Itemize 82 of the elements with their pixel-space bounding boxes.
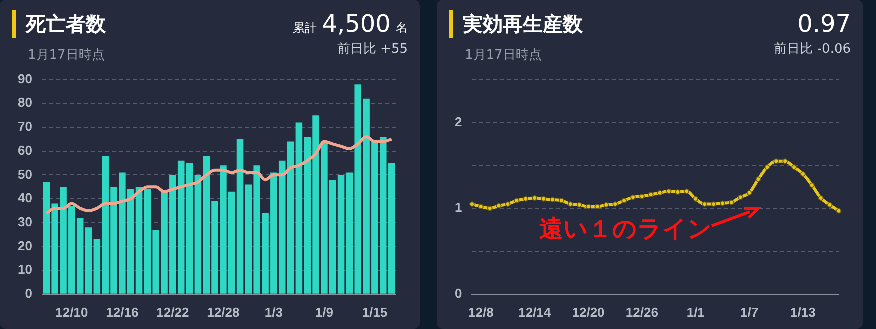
chart-title: 実効再生産数: [449, 10, 583, 38]
line-series: [45, 136, 394, 215]
y-tick-label: 1: [454, 200, 462, 216]
point: [594, 204, 600, 210]
point: [774, 158, 780, 164]
chart-title: 死亡者数: [12, 10, 106, 38]
x-tick-label: 12/16: [106, 304, 139, 320]
x-tick-label: 12/28: [207, 304, 240, 320]
text: 前日比 +55: [336, 41, 408, 58]
annotation: 遠い１のライン: [539, 216, 712, 243]
text: 0.97: [796, 9, 851, 40]
x-tick-label: 1/15: [362, 304, 388, 320]
y-tick-label: 90: [18, 71, 32, 86]
point: [639, 194, 645, 200]
point: [541, 196, 546, 202]
point: [675, 190, 681, 195]
point: [604, 202, 610, 208]
x-tick-label: 12/22: [156, 304, 190, 320]
point: [514, 198, 520, 204]
point: [693, 196, 699, 202]
point: [756, 176, 762, 182]
point: [630, 194, 636, 200]
x-tick-label: 1/1: [686, 304, 705, 320]
point: [568, 202, 574, 207]
chart-subtitle: 1月17日時点: [465, 47, 542, 64]
x-tick-label: 12/20: [572, 304, 605, 320]
bar: [85, 228, 92, 294]
point: [586, 204, 592, 210]
y-tick-label: 30: [18, 214, 32, 230]
bar: [136, 187, 143, 294]
x-tick-label: 1/9: [315, 304, 334, 320]
point: [666, 188, 672, 194]
x-tick-label: 1/13: [790, 304, 816, 320]
x-tick-label: 12/8: [468, 304, 494, 320]
point: [612, 202, 618, 207]
point: [728, 200, 734, 206]
point: [576, 202, 582, 208]
point: [782, 158, 788, 164]
y-tick-label: 70: [18, 119, 32, 134]
point: [532, 196, 538, 201]
y-tick-label: 0: [25, 286, 32, 301]
y-tick-label: 10: [18, 262, 32, 278]
x-tick-label: 1/3: [264, 304, 283, 320]
point: [470, 202, 475, 207]
point: [702, 202, 708, 207]
x-tick-label: 12/10: [56, 304, 88, 320]
x-tick-label: 12/26: [626, 304, 658, 320]
point: [657, 190, 663, 196]
point: [818, 196, 824, 201]
point: [720, 200, 726, 206]
bar: [186, 163, 194, 294]
point: [523, 196, 529, 202]
point: [496, 203, 502, 209]
point: [478, 204, 484, 210]
text: 前日比 -0.06: [774, 41, 851, 58]
x-tick-label: 1/7: [740, 304, 759, 320]
y-tick-label: 50: [18, 166, 32, 182]
chart-subtitle: 1月17日時点: [28, 47, 105, 64]
text: 累計 4,500 名: [293, 10, 408, 38]
point: [809, 182, 815, 188]
y-tick-label: 60: [18, 142, 32, 158]
point: [800, 172, 806, 177]
y-tick-label: 40: [18, 190, 32, 206]
x-tick-label: 12/14: [518, 304, 552, 320]
point: [827, 202, 833, 208]
point: [622, 198, 628, 204]
point: [764, 164, 770, 170]
y-tick-label: 2: [454, 114, 462, 130]
y-tick-label: 20: [18, 238, 32, 254]
point: [550, 197, 556, 203]
point: [648, 192, 654, 198]
point: [792, 164, 797, 170]
y-tick-label: 80: [18, 95, 32, 110]
point: [684, 188, 690, 194]
point: [746, 190, 752, 196]
y-tick-label: 0: [454, 286, 462, 301]
point: [738, 194, 744, 200]
point: [836, 208, 842, 214]
point: [487, 206, 493, 212]
point: [711, 202, 716, 207]
point: [558, 198, 564, 204]
point: [505, 202, 511, 207]
